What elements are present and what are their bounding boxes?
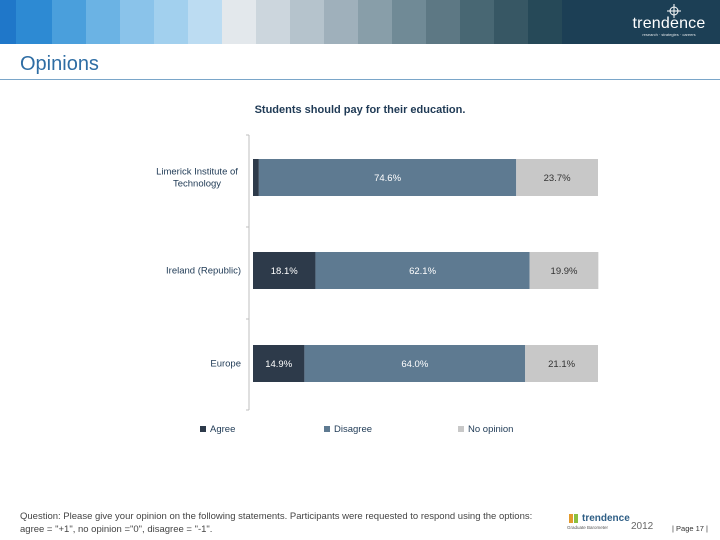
header-stripe xyxy=(52,0,86,44)
data-label: 18.1% xyxy=(271,266,298,277)
header-stripe xyxy=(358,0,392,44)
brand-logo: trendence research · strategies · career… xyxy=(628,4,710,40)
data-label: 62.1% xyxy=(409,266,436,277)
logo-mark-icon xyxy=(569,514,578,523)
bar-segment xyxy=(304,345,526,382)
legend-label: No opinion xyxy=(468,424,513,435)
header-stripe xyxy=(528,0,562,44)
brand-name: trendence xyxy=(632,15,706,32)
header-stripe xyxy=(154,0,188,44)
header-stripe xyxy=(324,0,358,44)
title-divider xyxy=(0,79,720,80)
data-label: 21.1% xyxy=(548,359,575,370)
bar-segment xyxy=(253,252,316,289)
category-label: Europe xyxy=(210,359,241,370)
category-label: Limerick Institute of Technology xyxy=(156,167,238,190)
bar-segment xyxy=(258,159,517,196)
footer-logo: trendence Graduate Barometer 2012 xyxy=(565,512,661,536)
header-brand-panel xyxy=(562,0,720,44)
legend-label: Disagree xyxy=(334,424,372,435)
header-stripe xyxy=(120,0,154,44)
brand-tagline: research · strategies · careers xyxy=(642,32,696,37)
legend-swatch xyxy=(324,426,330,432)
data-label: 23.7% xyxy=(544,173,571,184)
footer-question: Question: Please give your opinion on th… xyxy=(20,511,533,535)
legend-swatch xyxy=(458,426,464,432)
legend-label: Agree xyxy=(210,424,235,435)
footer-logo-tagline: Graduate Barometer xyxy=(567,525,609,530)
bar-segment xyxy=(253,159,259,196)
bar-segment xyxy=(516,159,598,196)
header-stripe xyxy=(460,0,494,44)
header-stripe xyxy=(392,0,426,44)
header-stripe xyxy=(86,0,120,44)
data-label: 64.0% xyxy=(401,359,428,370)
header-stripe xyxy=(494,0,528,44)
header-stripe xyxy=(426,0,460,44)
page-number: | Page 17 | xyxy=(672,524,709,533)
footer-logo-year: 2012 xyxy=(631,521,654,532)
header-stripe xyxy=(290,0,324,44)
header-stripe xyxy=(0,0,16,44)
category-label: Ireland (Republic) xyxy=(166,266,241,277)
bar-segment xyxy=(525,345,598,382)
page-title: Opinions xyxy=(20,53,99,75)
header-stripe xyxy=(188,0,222,44)
bar-segment xyxy=(529,252,599,289)
data-label: 14.9% xyxy=(265,359,292,370)
chart-title: Students should pay for their education. xyxy=(255,104,466,116)
bar-segment xyxy=(315,252,530,289)
header-stripe xyxy=(222,0,256,44)
data-label: 19.9% xyxy=(551,266,578,277)
data-label: 74.6% xyxy=(374,173,401,184)
footer-logo-name: trendence xyxy=(582,513,630,524)
header-color-stripes xyxy=(0,0,720,44)
bar-segment xyxy=(253,345,305,382)
header-stripe xyxy=(256,0,290,44)
crosshair-icon xyxy=(667,4,681,18)
header-stripe xyxy=(16,0,52,44)
legend-swatch xyxy=(200,426,206,432)
